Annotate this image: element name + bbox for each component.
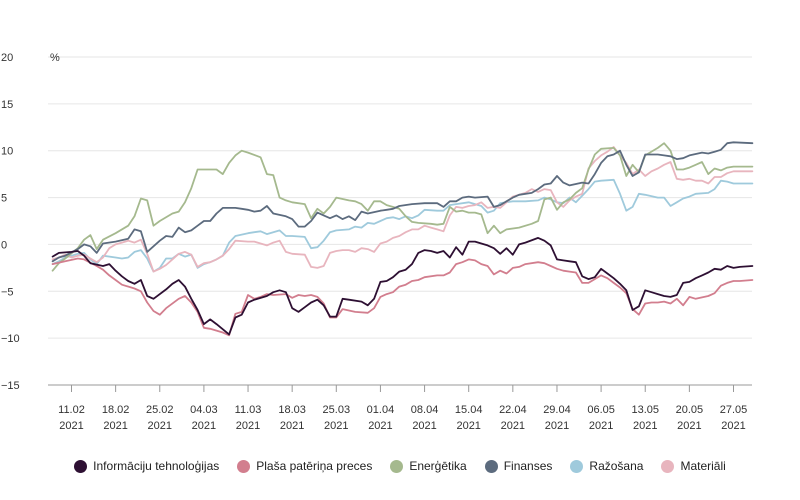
x-tick-year: 2021 — [236, 420, 260, 432]
legend-item: Enerģētika — [390, 459, 467, 473]
x-tick-label: 01.04 — [367, 404, 395, 416]
x-tick-year: 2021 — [545, 420, 569, 432]
x-tick-year: 2021 — [59, 420, 83, 432]
legend-item: Materiāli — [661, 459, 726, 473]
x-tick-label: 11.03 — [235, 404, 262, 416]
x-tick-label: 29.04 — [543, 404, 571, 416]
legend-item: Ražošana — [570, 459, 643, 473]
legend-swatch — [74, 459, 88, 473]
x-tick-label: 04.03 — [190, 404, 218, 416]
legend-label: Materiāli — [680, 459, 726, 473]
legend-swatch — [661, 459, 675, 473]
x-tick-year: 2021 — [633, 420, 657, 432]
series-line-4 — [51, 141, 754, 263]
legend: Informāciju tehnoloģijas Plaša patēriņa p… — [0, 451, 800, 481]
y-unit-label: % — [50, 52, 60, 64]
y-tick-label: −10 — [1, 333, 20, 345]
series-lines — [51, 141, 754, 337]
x-tick-year: 2021 — [501, 420, 525, 432]
x-tick-label: 22.04 — [499, 404, 527, 416]
x-tick-label: 18.02 — [102, 404, 130, 416]
y-axis: 20 15 10 5 0 −5 −10 −15 — [1, 52, 20, 392]
legend-label: Ražošana — [589, 459, 644, 473]
x-tick-label: 15.04 — [455, 404, 483, 416]
legend-label: Enerģētika — [409, 459, 467, 473]
x-axis: 11.02 2021 18.02 2021 25.02 2021 04.03 2021 11.0… — [58, 385, 747, 432]
x-tick-year: 2021 — [456, 420, 480, 432]
x-tick-label: 11.02 — [58, 404, 85, 416]
y-tick-label: −5 — [1, 286, 14, 298]
legend-label: Plaša patēriņa preces — [256, 459, 373, 473]
x-tick-year: 2021 — [103, 420, 127, 432]
x-tick-year: 2021 — [677, 420, 701, 432]
x-tick-year: 2021 — [280, 420, 304, 432]
x-tick-label: 18.03 — [278, 404, 306, 416]
grid-lines — [48, 56, 752, 386]
legend-item: Finanses — [484, 459, 553, 473]
series-line-1 — [51, 237, 754, 336]
series-line-3 — [51, 142, 754, 272]
x-tick-year: 2021 — [368, 420, 392, 432]
legend-item: Plaša patēriņa preces — [237, 459, 372, 473]
series-line-2 — [51, 257, 754, 337]
legend-swatch — [237, 459, 251, 473]
x-tick-year: 2021 — [412, 420, 436, 432]
x-tick-year: 2021 — [589, 420, 613, 432]
legend-item: Informāciju tehnoloģijas — [74, 459, 219, 473]
legend-label: Informāciju tehnoloģijas — [93, 459, 220, 473]
y-tick-label: 10 — [1, 146, 13, 158]
y-tick-label: 5 — [1, 193, 7, 205]
legend-label: Finanses — [503, 459, 553, 473]
x-tick-label: 25.03 — [323, 404, 351, 416]
legend-swatch — [390, 459, 404, 473]
legend-swatch — [570, 459, 584, 473]
y-tick-label: 15 — [1, 99, 13, 111]
series-line-6 — [51, 146, 754, 273]
x-tick-year: 2021 — [192, 420, 216, 432]
x-tick-year: 2021 — [721, 420, 745, 432]
x-tick-label: 25.02 — [146, 404, 174, 416]
x-tick-label: 08.04 — [411, 404, 439, 416]
y-tick-label: 0 — [1, 239, 7, 251]
x-tick-label: 20.05 — [676, 404, 704, 416]
y-tick-label: −15 — [1, 380, 20, 392]
legend-swatch — [484, 459, 498, 473]
x-tick-label: 27.05 — [720, 404, 748, 416]
x-tick-year: 2021 — [324, 420, 348, 432]
y-tick-label: 20 — [1, 52, 13, 64]
series-line-5 — [51, 178, 754, 273]
x-tick-year: 2021 — [148, 420, 172, 432]
x-tick-label: 06.05 — [587, 404, 615, 416]
x-tick-label: 13.05 — [631, 404, 659, 416]
